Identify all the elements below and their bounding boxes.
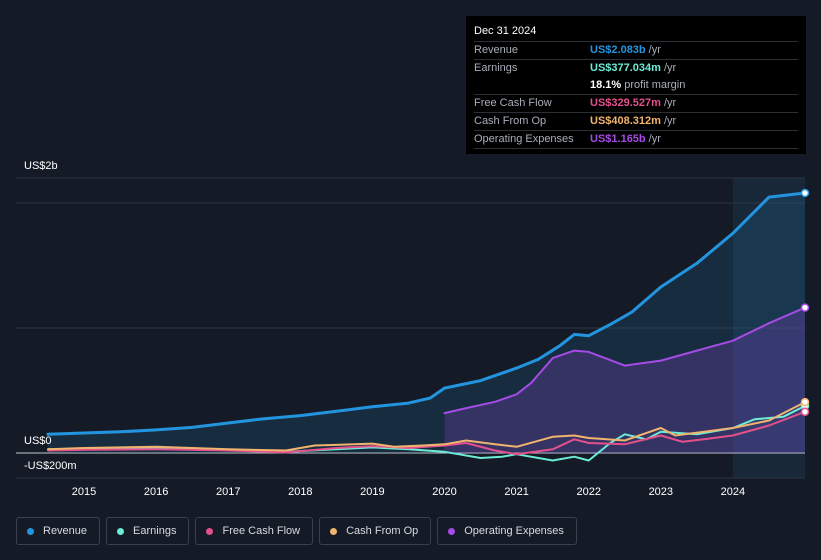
tooltip-unit: /yr bbox=[663, 62, 677, 74]
x-axis-ticks: 2015 2016 2017 2018 2019 2020 2021 2022 2023 2024 bbox=[72, 486, 745, 498]
revenue-area bbox=[48, 193, 805, 453]
legend-item-revenue[interactable]: Revenue bbox=[16, 517, 101, 545]
legend-label: Free Cash Flow bbox=[222, 525, 301, 537]
y-axis-zero-label: US$0 bbox=[24, 435, 52, 447]
tooltip-unit: /yr bbox=[663, 97, 677, 109]
operating-expenses-endpoint bbox=[800, 303, 810, 312]
series-lines bbox=[46, 191, 807, 462]
tooltip-row-revenue: Revenue US$2.083b /yr bbox=[474, 42, 798, 60]
legend-label: Operating Expenses bbox=[464, 525, 564, 537]
legend-label: Revenue bbox=[43, 525, 88, 537]
x-tick-label: 2017 bbox=[216, 486, 240, 498]
x-tick-label: 2019 bbox=[360, 486, 384, 498]
tooltip-row-earnings: Earnings US$377.034m /yr bbox=[474, 60, 798, 77]
gridlines bbox=[16, 177, 805, 479]
series-fills bbox=[48, 193, 805, 453]
tooltip-value: 18.1% bbox=[590, 79, 622, 91]
tooltip-unit: profit margin bbox=[624, 79, 686, 91]
legend-dot-icon bbox=[330, 527, 338, 535]
cash-from-op-endpoint bbox=[800, 397, 810, 407]
tooltip-value: US$408.312m bbox=[590, 115, 661, 127]
tooltip-row-operating-expenses: Operating Expenses US$1.165b /yr bbox=[474, 131, 798, 149]
x-tick-label: 2024 bbox=[721, 486, 745, 498]
legend-label: Cash From Op bbox=[346, 525, 419, 537]
tooltip-label: Operating Expenses bbox=[474, 133, 574, 145]
cash-from-op-line bbox=[47, 401, 806, 452]
x-tick-label: 2016 bbox=[144, 486, 168, 498]
tooltip-value: US$1.165b bbox=[590, 133, 646, 145]
operating-expenses-area bbox=[444, 307, 805, 453]
tooltip-unit: /yr bbox=[663, 115, 677, 127]
series-endpoints bbox=[800, 188, 810, 417]
legend-dot-icon bbox=[117, 527, 125, 535]
tooltip-row-free-cash-flow: Free Cash Flow US$329.527m /yr bbox=[474, 95, 798, 113]
tooltip-value: US$2.083b bbox=[590, 44, 646, 56]
tooltip-value: US$377.034m bbox=[590, 62, 661, 74]
tooltip-row-profit-margin: 18.1% profit margin bbox=[474, 77, 798, 95]
legend-dot-icon bbox=[206, 527, 214, 535]
legend-dot-icon bbox=[448, 527, 456, 535]
x-tick-label: 2023 bbox=[649, 486, 673, 498]
free-cash-flow-endpoint bbox=[800, 407, 810, 417]
x-tick-label: 2018 bbox=[288, 486, 312, 498]
free-cash-flow-line bbox=[47, 410, 806, 456]
legend-item-earnings[interactable]: Earnings bbox=[106, 517, 190, 545]
legend-item-cash-from-op[interactable]: Cash From Op bbox=[319, 517, 432, 545]
x-tick-label: 2022 bbox=[576, 486, 600, 498]
x-tick-label: 2020 bbox=[432, 486, 456, 498]
y-axis-top-label: US$2b bbox=[24, 160, 58, 172]
legend-item-free-cash-flow[interactable]: Free Cash Flow bbox=[195, 517, 314, 545]
revenue-endpoint bbox=[800, 188, 810, 198]
data-tooltip: Dec 31 2024 Revenue US$2.083b /yr Earnin… bbox=[466, 16, 806, 154]
legend-item-operating-expenses[interactable]: Operating Expenses bbox=[437, 517, 577, 545]
y-axis-negative-label: -US$200m bbox=[24, 460, 77, 472]
tooltip-unit: /yr bbox=[648, 133, 661, 145]
tooltip-label: Cash From Op bbox=[474, 115, 547, 127]
tooltip-value: US$329.527m bbox=[590, 97, 661, 109]
x-tick-label: 2021 bbox=[504, 486, 528, 498]
legend-dot-icon bbox=[27, 527, 34, 535]
tooltip-label: Revenue bbox=[474, 44, 519, 56]
tooltip-label bbox=[474, 77, 590, 94]
tooltip-unit: /yr bbox=[648, 44, 661, 56]
legend-label: Earnings bbox=[133, 525, 177, 537]
x-tick-label: 2015 bbox=[72, 486, 96, 498]
tooltip-label: Earnings bbox=[474, 62, 518, 74]
operating-expenses-line bbox=[443, 306, 806, 415]
tooltip-label: Free Cash Flow bbox=[474, 97, 552, 109]
tooltip-date: Dec 31 2024 bbox=[474, 24, 798, 42]
tooltip-row-cash-from-op: Cash From Op US$408.312m /yr bbox=[474, 113, 798, 131]
revenue-line bbox=[46, 191, 807, 436]
chart-legend: Revenue Earnings Free Cash Flow Cash Fro… bbox=[16, 517, 577, 545]
